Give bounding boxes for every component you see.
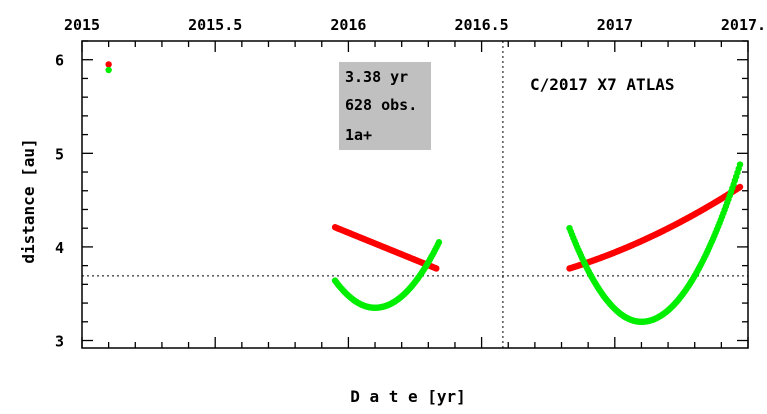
red-point — [105, 61, 112, 68]
red-point — [433, 265, 440, 272]
x-tick-label: 2015 — [64, 16, 100, 34]
info-line-span: 3.38 yr — [345, 68, 408, 86]
y-tick-label: 5 — [55, 145, 64, 163]
x-axis-title: D a t e [yr] — [350, 387, 466, 406]
axis-tick-labels: 2015 2015.5 2016 2016.5 2017 2017.5 3 4 5 6 — [55, 16, 767, 351]
x-tick-label: 2015.5 — [188, 16, 242, 34]
green-point — [435, 239, 443, 246]
x-tick-label: 2016 — [330, 16, 366, 34]
x-tick-label: 2017 — [597, 16, 633, 34]
info-line-observations: 628 obs. — [345, 96, 417, 114]
info-box: 3.38 yr 628 obs. 1a+ — [339, 62, 431, 150]
green-point — [736, 161, 744, 168]
data-points — [105, 61, 744, 325]
chart-title: C/2017 X7 ATLAS — [530, 75, 675, 94]
axis-ticks — [81, 40, 749, 348]
info-box-background — [339, 62, 431, 150]
red-point — [736, 183, 744, 191]
reference-lines — [82, 41, 748, 348]
y-axis-title: distance [au] — [19, 138, 38, 263]
y-tick-label: 4 — [55, 239, 64, 257]
y-tick-label: 6 — [55, 52, 64, 70]
green-point — [105, 66, 112, 74]
x-tick-label: 2016.5 — [455, 16, 509, 34]
info-line-quality: 1a+ — [345, 126, 372, 144]
y-tick-label: 3 — [55, 333, 64, 351]
x-tick-label: 2017.5 — [721, 16, 767, 34]
plot-frame — [81, 40, 749, 349]
